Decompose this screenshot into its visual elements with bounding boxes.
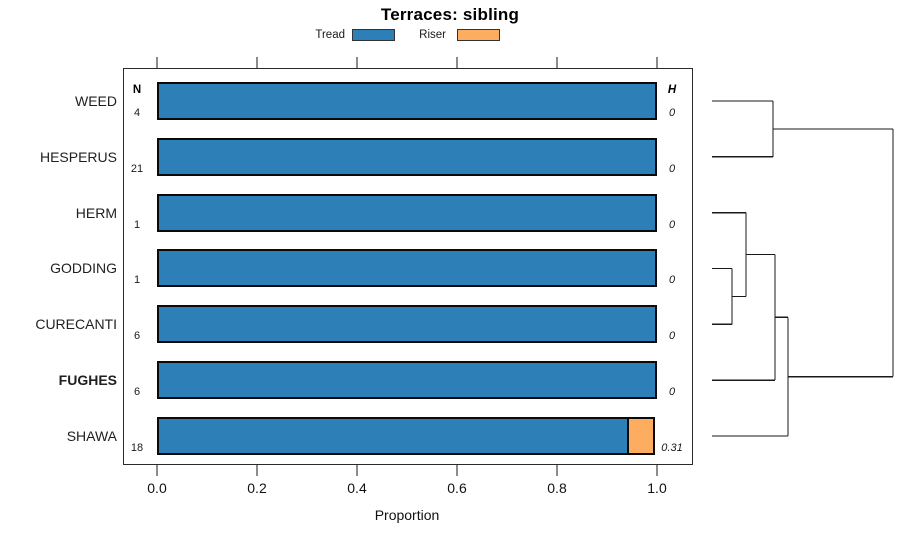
x-axis-title: Proportion: [374, 507, 440, 523]
y-axis-label: WEED: [75, 93, 117, 109]
legend-swatch-tread: [352, 29, 395, 41]
y-axis-label: GODDING: [50, 260, 117, 277]
x-axis-tick-label: 0.2: [247, 480, 267, 496]
bar-segment-tread: [157, 361, 657, 400]
n-value: 21: [130, 162, 144, 175]
bar-row: [157, 82, 657, 120]
bar-segment-tread: [157, 82, 657, 120]
bar-row: [157, 193, 657, 232]
h-value: 0: [668, 330, 676, 343]
legend-label-tread: Tread: [315, 29, 345, 41]
bar-row: [157, 305, 657, 344]
x-axis-tick-label: 1.0: [647, 480, 667, 496]
bar-segment-tread: [157, 416, 629, 455]
h-column-header: H: [667, 84, 677, 96]
x-axis-tick-label: 0.8: [547, 480, 567, 496]
h-value: 0.31: [661, 441, 683, 454]
legend-swatch-riser: [457, 29, 500, 41]
h-value: 0: [668, 386, 676, 399]
h-value: 0: [668, 107, 676, 119]
n-value: 6: [133, 386, 141, 399]
h-value: 0: [668, 162, 676, 175]
y-axis-label: HERM: [75, 204, 117, 221]
n-value: 1: [133, 218, 141, 231]
n-value: 4: [133, 107, 141, 119]
y-axis-label: FUGHES: [58, 372, 117, 389]
bar-segment-tread: [157, 193, 657, 232]
n-value: 1: [133, 274, 141, 287]
bar-row: [157, 137, 657, 176]
y-axis-label: CURECANTI: [35, 316, 117, 333]
bar-segment-tread: [157, 249, 657, 288]
legend-label-riser: Riser: [419, 29, 446, 41]
bar-row: [157, 361, 657, 400]
n-value: 6: [133, 330, 141, 343]
h-value: 0: [668, 274, 676, 287]
bar-segment-tread: [157, 137, 657, 176]
n-value: 18: [130, 441, 144, 454]
x-axis-tick-label: 0.6: [447, 480, 467, 496]
y-axis-label: HESPERUS: [39, 148, 117, 165]
x-axis-tick-label: 0.0: [147, 480, 167, 496]
n-column-header: N: [132, 84, 142, 96]
x-axis-tick-label: 0.4: [347, 480, 367, 496]
plot-box: [123, 68, 693, 465]
h-value: 0: [668, 218, 676, 231]
bar-segment-tread: [157, 305, 657, 344]
bar-segment-riser: [627, 416, 655, 455]
y-axis-label: SHAWA: [66, 427, 117, 444]
bar-row: [157, 416, 655, 455]
bar-row: [157, 249, 657, 288]
chart-title: Terraces: sibling: [380, 5, 520, 24]
